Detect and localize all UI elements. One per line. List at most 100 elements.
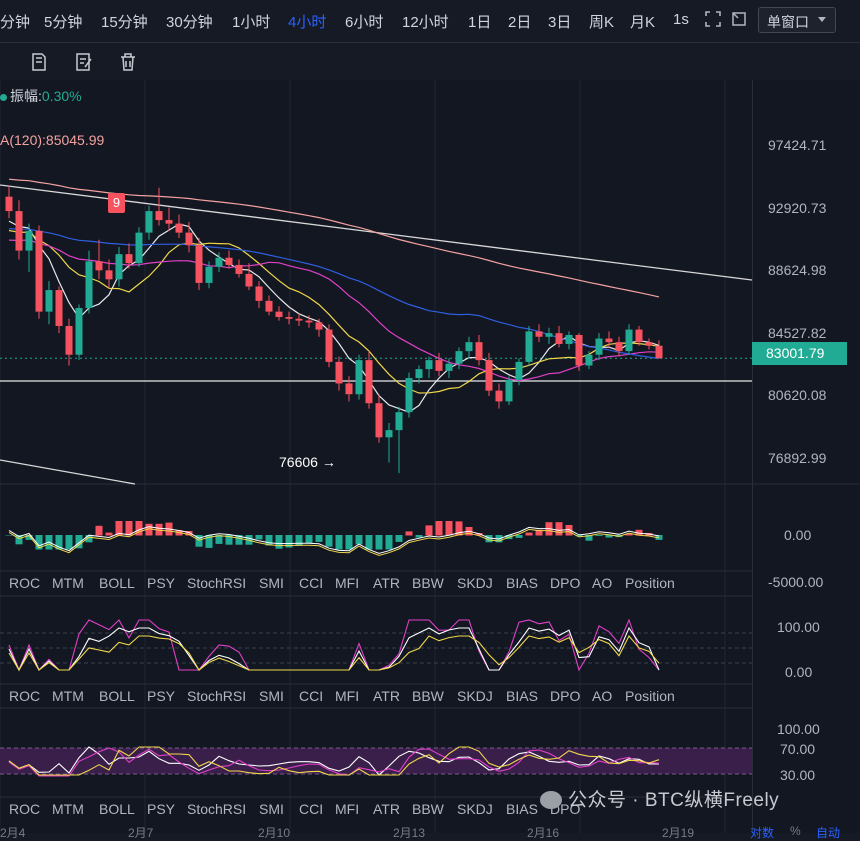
tab-position[interactable]: Position — [625, 575, 675, 591]
trash-icon[interactable] — [117, 51, 139, 73]
tab-stochrsi[interactable]: StochRSI — [187, 688, 247, 704]
tab-mfi[interactable]: MFI — [335, 801, 360, 817]
macd-bar — [285, 535, 293, 548]
tab-dpo[interactable]: DPO — [550, 688, 581, 704]
timeframe-12h[interactable]: 12小时 — [402, 14, 449, 31]
tab-mtm[interactable]: MTM — [52, 801, 84, 817]
tab-cci[interactable]: CCI — [299, 801, 324, 817]
tab-bias[interactable]: BIAS — [506, 688, 538, 704]
tab-mtm[interactable]: MTM — [52, 575, 84, 591]
tab-mfi[interactable]: MFI — [335, 688, 360, 704]
tab-boll[interactable]: BOLL — [99, 801, 135, 817]
current-price-tag: 83001.79 — [752, 342, 847, 365]
tab-smi[interactable]: SMI — [259, 688, 284, 704]
timeframe-weekly[interactable]: 周K — [589, 14, 615, 31]
candle-body — [415, 369, 423, 379]
indicator-tabs-2: ROC MTM BOLL PSY StochRSI SMI CCI MFI AT… — [0, 684, 752, 708]
timeframe-1d[interactable]: 1日 — [468, 14, 492, 31]
price-tick: 92920.73 — [768, 200, 827, 216]
rsi-tick: 100.00 — [777, 721, 820, 737]
tab-ao[interactable]: AO — [592, 575, 613, 591]
timeframe-4h[interactable]: 4小时 — [288, 14, 327, 31]
chart-area[interactable]: 振幅:0.30% A(120):85045.99 97424.71 92920.… — [0, 80, 860, 840]
tab-ao[interactable]: AO — [592, 688, 613, 704]
candles — [5, 185, 663, 474]
candle-body — [485, 360, 493, 391]
tab-psy[interactable]: PSY — [147, 801, 176, 817]
td-sequential-badge: 9 — [108, 193, 125, 213]
fullscreen-icon[interactable] — [703, 9, 723, 29]
candle-body — [625, 329, 633, 352]
macd-bar — [125, 521, 133, 536]
tab-skdj[interactable]: SKDJ — [457, 575, 493, 591]
candle-body — [215, 257, 223, 267]
tab-atr[interactable]: ATR — [373, 688, 400, 704]
timeframe-1min[interactable]: 分钟 — [0, 14, 31, 31]
candle-body — [45, 290, 53, 312]
tab-bbw[interactable]: BBW — [412, 801, 444, 817]
amplitude-value: 0.30% — [41, 88, 82, 104]
tab-boll[interactable]: BOLL — [99, 575, 135, 591]
tab-roc[interactable]: ROC — [9, 801, 41, 817]
tab-smi[interactable]: SMI — [259, 575, 284, 591]
tab-mfi[interactable]: MFI — [335, 575, 360, 591]
macd-bar — [365, 535, 373, 550]
tab-mtm[interactable]: MTM — [52, 688, 84, 704]
copy-icon[interactable] — [28, 51, 50, 73]
window-mode-select[interactable]: 单窗口 — [758, 7, 836, 33]
timeframe-6h[interactable]: 6小时 — [345, 14, 384, 31]
percent-scale-toggle[interactable]: % — [790, 824, 801, 838]
edit-icon[interactable] — [73, 51, 95, 73]
tab-cci[interactable]: CCI — [299, 688, 324, 704]
grid — [0, 80, 860, 833]
tab-position[interactable]: Position — [625, 688, 675, 704]
tab-smi[interactable]: SMI — [259, 801, 284, 817]
tab-skdj[interactable]: SKDJ — [457, 801, 493, 817]
tab-bbw[interactable]: BBW — [412, 688, 444, 704]
timeframe-5min[interactable]: 5分钟 — [44, 14, 83, 31]
timeframe-1s[interactable]: 1s — [673, 11, 689, 28]
tab-roc[interactable]: ROC — [9, 688, 41, 704]
candle-body — [535, 331, 543, 337]
macd-bar — [105, 532, 113, 536]
timeframe-monthly[interactable]: 月K — [630, 14, 656, 31]
macd-bar — [515, 535, 523, 538]
tab-bias[interactable]: BIAS — [506, 801, 538, 817]
tab-roc[interactable]: ROC — [9, 575, 41, 591]
macd-bar — [215, 535, 223, 544]
status-dot — [0, 93, 7, 101]
timeframe-30min[interactable]: 30分钟 — [166, 14, 213, 31]
tab-stochrsi[interactable]: StochRSI — [187, 575, 247, 591]
ma-line — [8, 220, 660, 413]
timeframe-15min[interactable]: 15分钟 — [101, 14, 148, 31]
candle-body — [125, 254, 133, 264]
tab-bbw[interactable]: BBW — [412, 575, 444, 591]
tab-stochrsi[interactable]: StochRSI — [187, 801, 247, 817]
tab-boll[interactable]: BOLL — [99, 688, 135, 704]
candle-body — [585, 354, 593, 366]
tab-dpo[interactable]: DPO — [550, 575, 581, 591]
candle-body — [505, 379, 513, 402]
tab-cci[interactable]: CCI — [299, 575, 324, 591]
chart-toolbar — [0, 42, 860, 81]
macd-bar — [555, 522, 563, 536]
macd-bar — [315, 535, 323, 542]
tab-psy[interactable]: PSY — [147, 575, 176, 591]
layout-icon[interactable] — [729, 9, 749, 29]
candle-body — [575, 334, 583, 366]
timeframe-3d[interactable]: 3日 — [548, 14, 572, 31]
tab-skdj[interactable]: SKDJ — [457, 688, 493, 704]
tab-bias[interactable]: BIAS — [506, 575, 538, 591]
candlestick-chart[interactable] — [0, 80, 860, 833]
current-price: 83001.79 — [766, 345, 825, 361]
tab-psy[interactable]: PSY — [147, 688, 176, 704]
tab-atr[interactable]: ATR — [373, 801, 400, 817]
tab-atr[interactable]: ATR — [373, 575, 400, 591]
timeframe-1h[interactable]: 1小时 — [232, 14, 271, 31]
macd-bar — [75, 535, 83, 549]
candle-body — [55, 290, 63, 326]
watermark: 公众号 · BTC纵横Freely — [540, 785, 779, 812]
timeframe-2d[interactable]: 2日 — [508, 14, 532, 31]
osc-line — [8, 626, 660, 672]
amplitude-label: 振幅: — [10, 88, 42, 104]
